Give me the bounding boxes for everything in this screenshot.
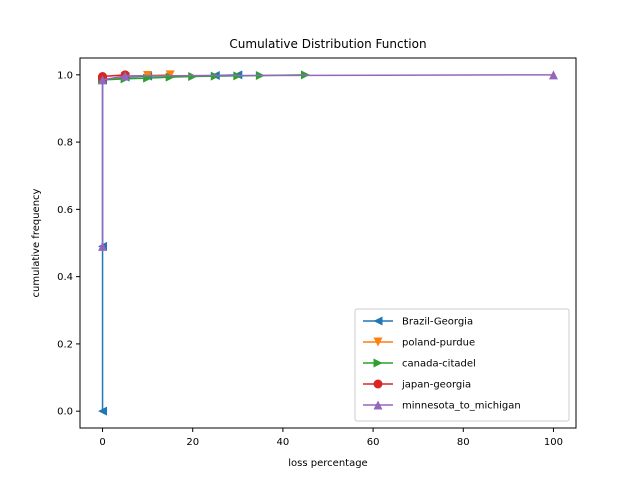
legend-label: japan-georgia bbox=[401, 380, 471, 391]
legend-label: minnesota_to_michigan bbox=[402, 401, 521, 412]
plot-frame bbox=[79, 57, 577, 429]
legend-entry: canada-citadel bbox=[363, 358, 476, 370]
chart-title: Cumulative Distribution Function bbox=[229, 37, 426, 51]
y-tick-label: 1.0 bbox=[57, 70, 73, 81]
legend-marker bbox=[373, 358, 383, 368]
legend-marker bbox=[373, 316, 383, 326]
series-point-minnesota_to_michigan bbox=[98, 75, 108, 85]
series-point-canada-citadel bbox=[188, 72, 198, 81]
legend-box bbox=[354, 308, 570, 422]
legend-label: poland-purdue bbox=[402, 338, 475, 349]
x-tick-label: 80 bbox=[457, 437, 470, 448]
legend-label: canada-citadel bbox=[402, 359, 476, 370]
legend-marker bbox=[373, 337, 383, 347]
series-minnesota_to_michigan bbox=[98, 70, 558, 251]
y-tick-label: 0.4 bbox=[57, 272, 73, 283]
legend-marker bbox=[373, 379, 383, 389]
x-tick-label: 100 bbox=[544, 437, 563, 448]
x-tick-label: 40 bbox=[277, 437, 290, 448]
x-tick-label: 0 bbox=[99, 437, 105, 448]
series-point-canada-citadel bbox=[165, 72, 175, 82]
x-axis-label: loss percentage bbox=[288, 458, 367, 469]
series-point-minnesota_to_michigan bbox=[120, 71, 130, 81]
legend-label: Brazil-Georgia bbox=[402, 317, 473, 328]
x-tick-label: 20 bbox=[186, 437, 199, 448]
series-point-minnesota_to_michigan bbox=[98, 241, 108, 251]
y-tick-label: 0.2 bbox=[57, 339, 73, 350]
ticks-layer: 0 20 40 60 80 100 0.0 0.2 0.4 0.6 0.8 1.0 bbox=[57, 70, 563, 448]
x-tick-label: 60 bbox=[367, 437, 380, 448]
y-tick-label: 0.0 bbox=[57, 407, 73, 418]
legend-entry: Brazil-Georgia bbox=[363, 316, 473, 328]
series-point-Brazil-Georgia bbox=[98, 406, 108, 416]
legend-entry: poland-purdue bbox=[363, 337, 475, 349]
legend-entry: japan-georgia bbox=[363, 379, 471, 391]
y-tick-label: 0.6 bbox=[57, 205, 73, 216]
legend: Brazil-Georgia poland-purdue canada-citade… bbox=[354, 308, 570, 422]
y-tick-label: 0.8 bbox=[57, 138, 73, 149]
series-point-poland-purdue bbox=[165, 70, 175, 80]
legend-marker bbox=[373, 400, 383, 410]
series-point-minnesota_to_michigan bbox=[548, 70, 558, 80]
legend-entry: minnesota_to_michigan bbox=[363, 400, 521, 412]
y-axis-label: cumulative frequency bbox=[31, 188, 42, 297]
series-line-minnesota_to_michigan bbox=[101, 74, 554, 247]
series-layer bbox=[98, 70, 558, 416]
